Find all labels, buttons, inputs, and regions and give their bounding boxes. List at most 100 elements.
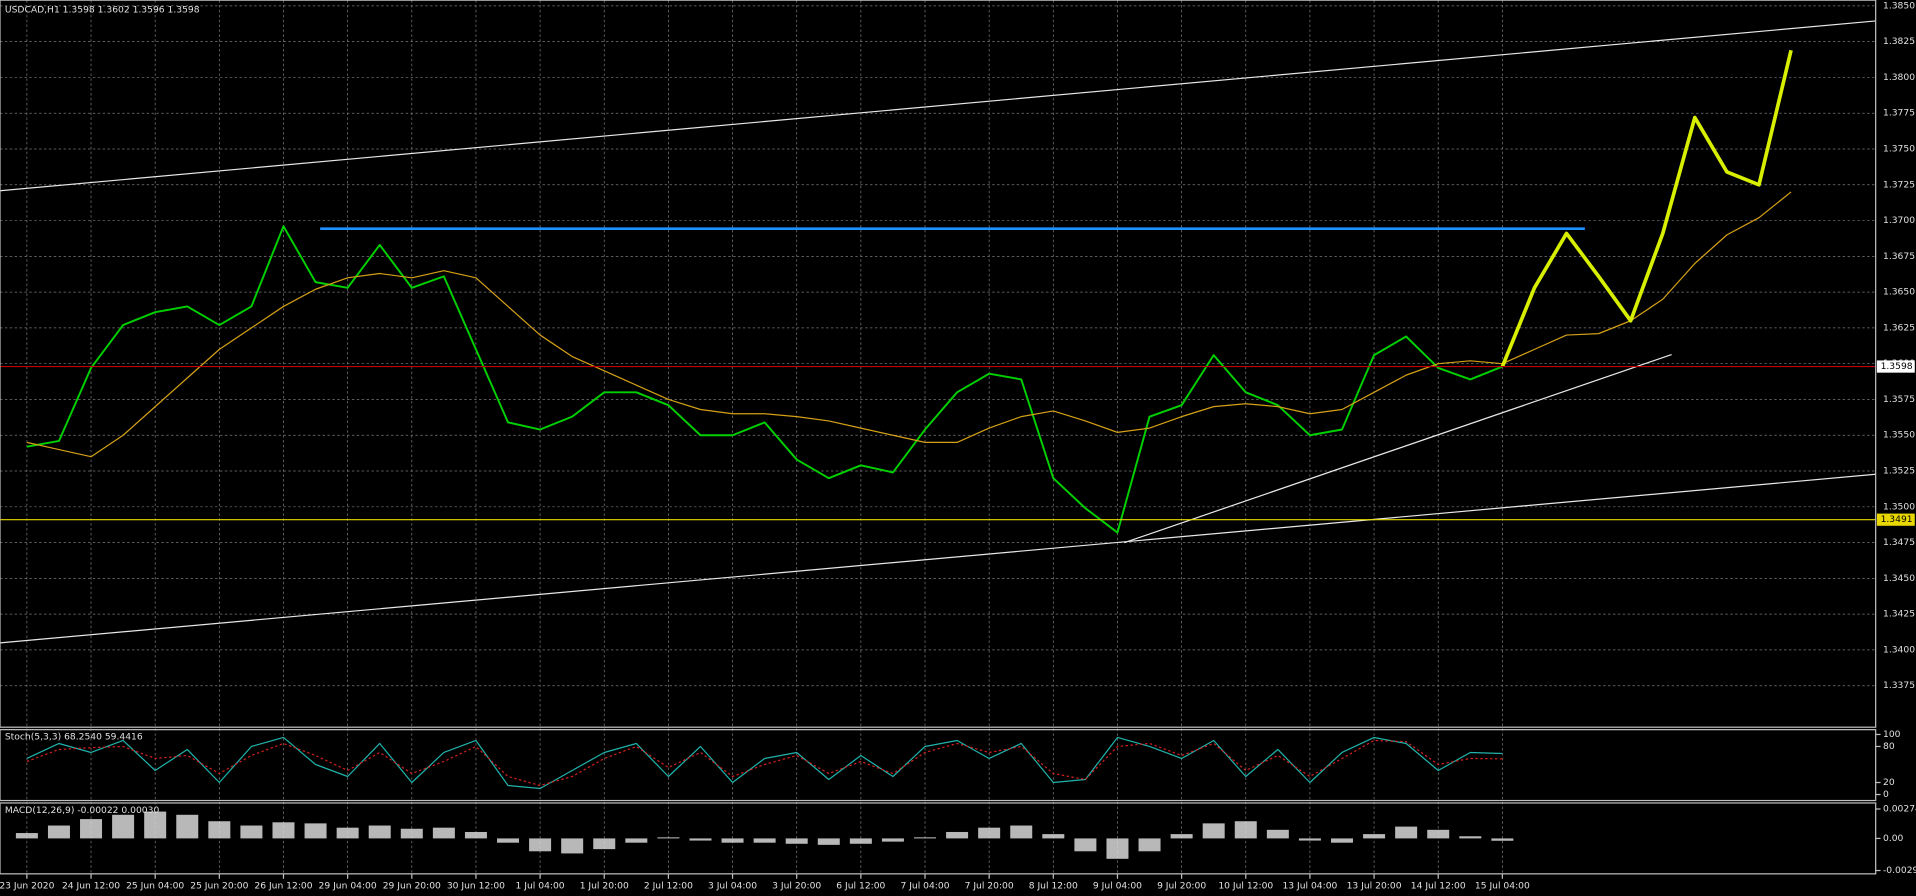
histogram-bar	[529, 838, 552, 852]
x-tick-label: 6 Jul 12:00	[836, 881, 885, 892]
histogram-bar	[1330, 838, 1353, 843]
y-tick-label: 0.00	[1883, 833, 1904, 844]
stoch-title: Stoch(5,3,3) 68.2540 59.4416	[5, 731, 143, 742]
histogram-bar	[400, 828, 423, 839]
y-tick-label: 0.00274	[1883, 803, 1916, 814]
x-tick-label: 2 Jul 12:00	[644, 881, 693, 892]
y-tick-label: 1.3625	[1883, 322, 1915, 333]
y-tick-label: 1.3575	[1883, 394, 1915, 405]
channel-upper	[0, 20, 1876, 192]
x-tick-label: 26 Jun 12:00	[254, 881, 312, 892]
x-tick-label: 8 Jul 12:00	[1029, 881, 1078, 892]
histogram-bar	[112, 814, 135, 839]
x-tick-label: 29 Jun 20:00	[383, 881, 441, 892]
x-tick-label: 15 Jul 04:00	[1475, 881, 1530, 892]
histogram-bar	[721, 838, 744, 843]
x-tick-label: 9 Jul 20:00	[1157, 881, 1206, 892]
histogram-bar	[914, 837, 937, 839]
histogram-bar	[785, 838, 808, 844]
histogram-bar	[1202, 823, 1225, 839]
x-tick-label: 7 Jul 20:00	[965, 881, 1014, 892]
histogram-bar	[1010, 825, 1033, 839]
histogram-bar	[1491, 838, 1514, 841]
x-tick-label: 25 Jun 20:00	[190, 881, 248, 892]
histogram-bar	[978, 827, 1001, 839]
x-tick-label: 7 Jul 04:00	[900, 881, 949, 892]
histogram-bar	[561, 838, 584, 854]
x-tick-label: 25 Jun 04:00	[126, 881, 184, 892]
histogram-bar	[817, 838, 840, 845]
x-tick-label: 24 Jun 12:00	[62, 881, 120, 892]
price-level-tag	[1876, 513, 1915, 526]
histogram-bar	[1427, 829, 1450, 839]
y-tick-label: 1.3825	[1883, 36, 1915, 47]
y-tick-label: 1.3850	[1883, 0, 1915, 11]
series-line	[1500, 49, 1793, 368]
y-tick-label: 1.3800	[1883, 72, 1915, 83]
y-tick-label: 1.3650	[1883, 287, 1915, 298]
histogram-bar	[1395, 826, 1418, 839]
histogram-bar	[946, 831, 969, 839]
y-tick-label: 1.3675	[1883, 251, 1915, 262]
stoch-panel-border	[0, 729, 1877, 802]
y-tick-label: 1.3725	[1883, 179, 1915, 190]
macd-title: MACD(12,26,9) -0.00022 0.00030	[5, 805, 160, 816]
y-tick-label: 1.3525	[1883, 466, 1915, 477]
x-tick-label: 13 Jul 20:00	[1347, 881, 1402, 892]
histogram-bar	[1138, 838, 1161, 852]
y-tick-label: 80	[1883, 741, 1895, 752]
y-tick-label: 1.3775	[1883, 108, 1915, 119]
chart-title: USDCAD,H1 1.3598 1.3602 1.3596 1.3598	[5, 4, 200, 15]
histogram-bar	[304, 823, 327, 839]
y-tick-label: 1.3400	[1883, 644, 1915, 655]
price-level-tag	[1876, 360, 1915, 373]
series-line	[26, 739, 1503, 787]
histogram-bar	[272, 822, 295, 839]
x-tick-label: 23 Jun 2020	[0, 881, 55, 892]
channel-lower	[0, 473, 1876, 644]
y-tick-label: -0.00299	[1883, 865, 1916, 876]
main-panel-border	[0, 0, 1877, 728]
histogram-bar	[1363, 834, 1386, 839]
histogram-bar	[625, 838, 648, 843]
histogram-bar	[47, 825, 70, 839]
histogram-bar	[1234, 821, 1257, 839]
histogram-bar	[80, 819, 103, 839]
y-tick-label: 1.3500	[1883, 501, 1915, 512]
x-tick-label: 10 Jul 12:00	[1218, 881, 1273, 892]
histogram-bar	[1106, 838, 1129, 859]
y-tick-label: 20	[1883, 777, 1895, 788]
price-level-label: 1.3598	[1881, 361, 1913, 372]
x-tick-label: 3 Jul 04:00	[708, 881, 757, 892]
series-line	[26, 191, 1792, 458]
histogram-bar	[1266, 829, 1289, 839]
x-tick-label: 1 Jul 04:00	[516, 881, 565, 892]
series-line	[26, 736, 1503, 790]
x-tick-label: 30 Jun 12:00	[447, 881, 505, 892]
histogram-bar	[689, 838, 712, 841]
x-tick-label: 29 Jun 04:00	[319, 881, 377, 892]
histogram-bar	[208, 821, 231, 839]
x-tick-label: 9 Jul 04:00	[1093, 881, 1142, 892]
x-tick-label: 3 Jul 20:00	[772, 881, 821, 892]
histogram-bar	[753, 838, 776, 843]
histogram-bar	[1074, 838, 1097, 852]
series-line	[26, 225, 1503, 534]
histogram-bar	[176, 814, 199, 839]
histogram-bar	[144, 811, 167, 839]
y-tick-label: 100	[1883, 729, 1901, 740]
histogram-bar	[432, 827, 455, 839]
histogram-bar	[15, 833, 38, 839]
y-tick-label: 1.3375	[1883, 680, 1915, 691]
histogram-bar	[1459, 836, 1482, 839]
y-tick-label: 1.3425	[1883, 609, 1915, 620]
marks	[0, 49, 1876, 859]
y-tick-label: 1.3750	[1883, 144, 1915, 155]
y-tick-label: 0	[1883, 789, 1889, 800]
histogram-bar	[1298, 838, 1321, 841]
x-tick-label: 14 Jul 12:00	[1411, 881, 1466, 892]
y-tick-label: 1.3700	[1883, 215, 1915, 226]
